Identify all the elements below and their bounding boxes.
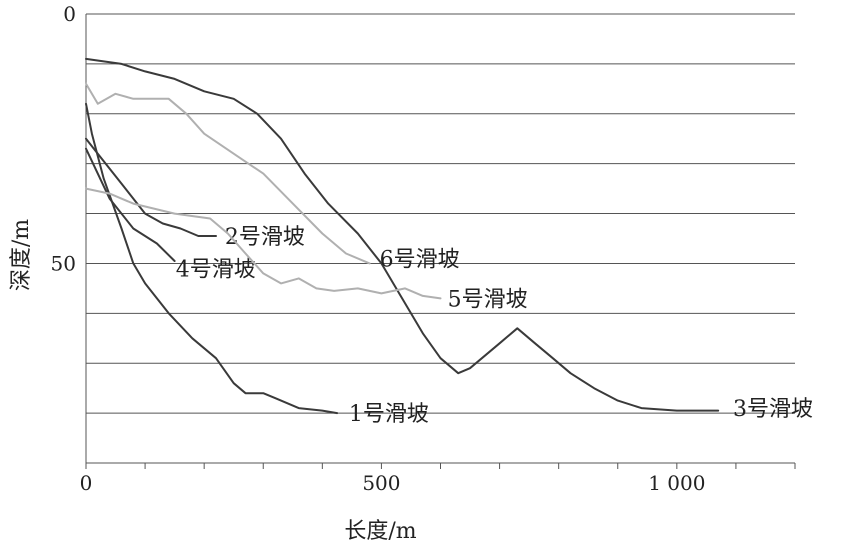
series-line: [85, 187, 442, 300]
series-label: 2号滑坡: [225, 225, 305, 250]
series-2: 2号滑坡: [85, 137, 305, 250]
series-3: 3号滑坡: [85, 57, 813, 422]
series-line: [85, 82, 371, 265]
series-label: 1号滑坡: [349, 402, 429, 427]
series-4: 4号滑坡: [85, 147, 256, 282]
series-line: [85, 147, 176, 262]
x-tick-label: 0: [80, 471, 93, 495]
x-tick-marks: [85, 463, 796, 469]
y-axis-label: 深度/m: [9, 219, 34, 291]
series-label: 6号滑坡: [380, 247, 460, 272]
x-tick-label: 1 000: [648, 471, 705, 495]
x-axis-label: 长度/m: [344, 519, 416, 544]
series-5: 5号滑坡: [85, 187, 528, 312]
series-label: 5号滑坡: [448, 287, 528, 312]
series-6: 6号滑坡: [85, 82, 460, 272]
gridlines: [86, 13, 795, 464]
series-label: 3号滑坡: [733, 397, 813, 422]
series-line: [85, 57, 720, 412]
y-tick-label: 0: [63, 2, 76, 26]
series-line: [85, 137, 217, 237]
y-tick-label: 50: [51, 251, 76, 275]
series-label: 4号滑坡: [176, 257, 256, 282]
x-tick-label: 500: [362, 471, 400, 495]
